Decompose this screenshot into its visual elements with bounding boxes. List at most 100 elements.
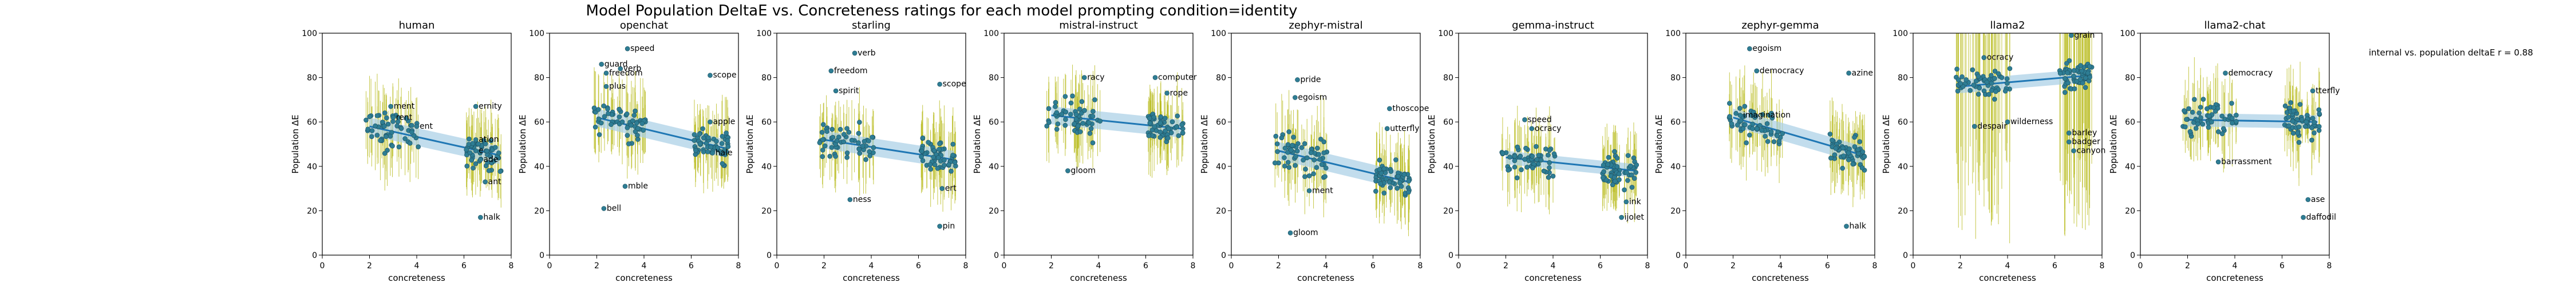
data-point bbox=[1757, 122, 1763, 128]
data-point bbox=[820, 148, 825, 153]
data-point bbox=[1970, 67, 1976, 73]
data-point bbox=[1993, 89, 1998, 94]
data-point bbox=[1860, 149, 1866, 154]
data-point bbox=[1850, 161, 1856, 167]
data-point bbox=[2297, 102, 2303, 107]
point-label: wilderness bbox=[2010, 117, 2053, 126]
labeled-point bbox=[1981, 55, 1987, 60]
data-point bbox=[1742, 104, 1748, 109]
data-point bbox=[2004, 76, 2010, 82]
data-point bbox=[1090, 113, 1096, 119]
data-point bbox=[1760, 112, 1765, 117]
data-point bbox=[2296, 124, 2302, 130]
point-label: mble bbox=[628, 182, 648, 191]
data-point bbox=[827, 153, 833, 159]
data-point bbox=[849, 137, 855, 143]
data-point bbox=[1151, 114, 1157, 120]
data-point bbox=[1285, 150, 1290, 155]
data-point bbox=[920, 135, 926, 141]
point-label: ment bbox=[1312, 186, 1333, 195]
labeled-point bbox=[1152, 75, 1158, 80]
labeled-point bbox=[1529, 126, 1535, 132]
data-point bbox=[1733, 110, 1739, 116]
plot-area bbox=[817, 87, 958, 212]
data-point bbox=[866, 138, 871, 144]
point-label: imagination bbox=[1743, 111, 1791, 120]
data-point bbox=[1291, 134, 1296, 140]
data-point bbox=[830, 134, 836, 140]
data-point bbox=[725, 144, 731, 149]
data-point bbox=[606, 111, 611, 116]
data-point bbox=[1317, 157, 1323, 162]
data-point bbox=[1063, 109, 1069, 115]
x-tick-label: 2 bbox=[594, 261, 599, 271]
data-point bbox=[485, 160, 490, 165]
data-point bbox=[631, 113, 637, 118]
data-point bbox=[697, 141, 703, 146]
data-point bbox=[2062, 90, 2068, 95]
point-label: speed bbox=[1528, 115, 1552, 124]
data-point bbox=[384, 134, 389, 139]
data-point bbox=[926, 140, 931, 145]
data-point bbox=[1954, 66, 1959, 72]
data-point bbox=[1152, 124, 1157, 129]
data-point bbox=[1394, 185, 1400, 191]
data-point bbox=[1146, 133, 1152, 138]
data-point bbox=[1519, 167, 1524, 173]
data-point bbox=[1764, 121, 1770, 126]
data-point bbox=[596, 132, 602, 137]
y-tick-label: 0 bbox=[2130, 251, 2135, 260]
data-point bbox=[1541, 168, 1547, 174]
data-point bbox=[2087, 74, 2092, 80]
data-point bbox=[1738, 118, 1744, 124]
data-point bbox=[605, 106, 610, 112]
data-point bbox=[2087, 63, 2092, 69]
data-point bbox=[722, 147, 728, 152]
x-tick-label: 6 bbox=[1143, 261, 1148, 271]
data-point bbox=[1091, 109, 1096, 114]
y-tick-label: 100 bbox=[2120, 29, 2135, 38]
data-point bbox=[856, 140, 861, 145]
data-point bbox=[2206, 125, 2211, 130]
data-point bbox=[935, 166, 941, 171]
subplot-title: starling bbox=[852, 19, 891, 31]
data-point bbox=[1726, 101, 1732, 106]
data-point bbox=[1833, 146, 1839, 151]
data-point bbox=[857, 150, 863, 156]
data-point bbox=[833, 154, 838, 159]
data-point bbox=[1393, 157, 1398, 162]
data-point bbox=[2286, 114, 2291, 120]
plot-area bbox=[1044, 65, 1186, 178]
data-point bbox=[856, 146, 862, 152]
figure-title: Model Population DeltaE vs. Concreteness… bbox=[586, 2, 1298, 19]
data-point bbox=[2282, 103, 2288, 109]
x-tick-label: 0 bbox=[1456, 261, 1461, 271]
data-point bbox=[1175, 113, 1180, 119]
data-point bbox=[701, 149, 706, 154]
data-point bbox=[1744, 140, 1749, 145]
data-point bbox=[619, 119, 625, 125]
data-point bbox=[1285, 160, 1291, 165]
y-tick-label: 80 bbox=[1216, 74, 1226, 83]
x-tick-label: 6 bbox=[1598, 261, 1603, 271]
subplot-title: zephyr-gemma bbox=[1741, 19, 1819, 31]
data-point bbox=[724, 130, 729, 136]
data-point bbox=[950, 141, 956, 147]
plot-area bbox=[1954, 33, 2095, 244]
y-tick-label: 100 bbox=[1665, 29, 1681, 38]
labeled-point bbox=[847, 197, 853, 202]
point-label: pin bbox=[943, 222, 955, 231]
point-label: guard bbox=[605, 59, 628, 69]
data-point bbox=[1286, 129, 1291, 134]
y-tick-label: 0 bbox=[1221, 251, 1226, 260]
x-tick-label: 6 bbox=[2279, 261, 2285, 271]
labeled-point bbox=[1846, 70, 1851, 76]
data-point bbox=[1398, 184, 1404, 189]
data-point bbox=[1601, 162, 1606, 168]
labeled-point bbox=[625, 46, 630, 51]
data-point bbox=[1601, 169, 1606, 174]
y-tick-label: 80 bbox=[989, 74, 999, 83]
data-point bbox=[2204, 106, 2210, 112]
point-label: ase bbox=[2311, 195, 2325, 204]
